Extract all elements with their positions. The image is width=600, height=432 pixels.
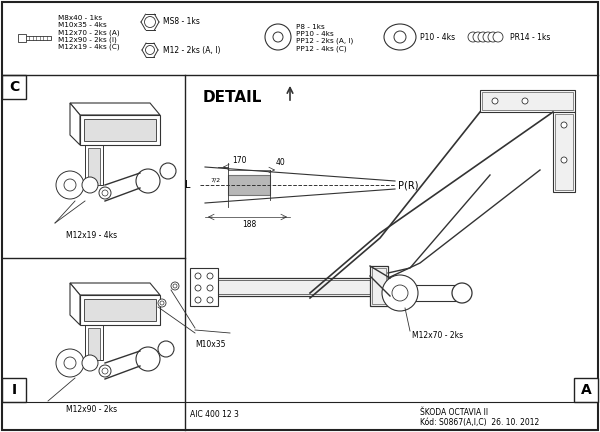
Polygon shape: [80, 295, 160, 325]
Circle shape: [382, 275, 418, 311]
Circle shape: [522, 98, 528, 104]
Circle shape: [488, 32, 498, 42]
Circle shape: [468, 32, 478, 42]
Circle shape: [56, 171, 84, 199]
Circle shape: [102, 190, 108, 196]
Bar: [555, 114, 573, 190]
Circle shape: [207, 297, 213, 303]
Circle shape: [173, 284, 177, 288]
Circle shape: [145, 16, 155, 28]
Circle shape: [394, 31, 406, 43]
Circle shape: [99, 187, 111, 199]
Bar: [18, 34, 26, 42]
Bar: [228, 175, 270, 195]
Polygon shape: [70, 283, 160, 295]
Text: 7/2: 7/2: [210, 177, 220, 182]
Text: DETAIL: DETAIL: [203, 89, 262, 105]
Circle shape: [64, 357, 76, 369]
Text: M12 - 2ks (A, I): M12 - 2ks (A, I): [163, 45, 221, 54]
Circle shape: [160, 301, 164, 305]
Circle shape: [171, 282, 179, 290]
Circle shape: [82, 355, 98, 371]
Text: M10x35: M10x35: [195, 340, 226, 349]
Bar: [85, 145, 103, 185]
Text: PR14 - 1ks: PR14 - 1ks: [510, 32, 550, 41]
Text: C: C: [9, 80, 19, 94]
Text: M12x70 - 2ks: M12x70 - 2ks: [412, 331, 463, 340]
Text: P(R): P(R): [398, 180, 419, 190]
Bar: [217, 280, 388, 294]
Text: ®: ®: [399, 172, 411, 184]
Bar: [2, 378, 26, 402]
Bar: [482, 92, 573, 110]
Polygon shape: [70, 103, 160, 115]
Circle shape: [207, 273, 213, 279]
Ellipse shape: [384, 24, 416, 50]
Text: M8x40 - 1ks
M10x35 - 4ks
M12x70 - 2ks (A)
M12x90 - 2ks (I)
M12x19 - 4ks (C): M8x40 - 1ks M10x35 - 4ks M12x70 - 2ks (A…: [58, 15, 119, 51]
Bar: [2, 75, 26, 99]
Text: 40: 40: [276, 158, 286, 167]
Circle shape: [473, 32, 483, 42]
Circle shape: [561, 157, 567, 163]
Bar: [88, 328, 100, 360]
Bar: [85, 325, 103, 360]
Circle shape: [160, 163, 176, 179]
Circle shape: [483, 32, 493, 42]
Circle shape: [493, 32, 503, 42]
Circle shape: [195, 273, 201, 279]
Polygon shape: [70, 283, 80, 325]
Bar: [372, 268, 386, 304]
Circle shape: [158, 341, 174, 357]
Text: P10 - 4ks: P10 - 4ks: [420, 32, 455, 41]
Bar: [574, 378, 598, 402]
Text: 188: 188: [242, 220, 256, 229]
Circle shape: [478, 32, 488, 42]
Circle shape: [195, 285, 201, 291]
Bar: [190, 268, 218, 306]
Circle shape: [102, 368, 108, 374]
Text: I: I: [11, 383, 17, 397]
Text: bars: bars: [313, 198, 368, 218]
Polygon shape: [80, 115, 160, 145]
Circle shape: [207, 285, 213, 291]
Polygon shape: [84, 299, 156, 321]
Bar: [480, 90, 575, 112]
Text: M12x19 - 4ks: M12x19 - 4ks: [67, 231, 118, 240]
Text: 170: 170: [232, 156, 246, 165]
Text: AIC 400 12 3: AIC 400 12 3: [190, 410, 239, 419]
Circle shape: [64, 179, 76, 191]
Circle shape: [273, 32, 283, 42]
Text: BCcantu: BCcantu: [231, 161, 399, 195]
Circle shape: [136, 347, 160, 371]
Circle shape: [561, 122, 567, 128]
Polygon shape: [84, 119, 156, 141]
Circle shape: [265, 24, 291, 50]
Text: A: A: [581, 383, 592, 397]
Text: ŠKODA OCTAVIA II: ŠKODA OCTAVIA II: [420, 408, 488, 417]
Bar: [215, 278, 390, 296]
Circle shape: [56, 349, 84, 377]
Circle shape: [146, 45, 155, 54]
Bar: [370, 266, 388, 306]
Text: Kód: S0867(A,I,C)  26. 10. 2012: Kód: S0867(A,I,C) 26. 10. 2012: [420, 418, 539, 427]
Polygon shape: [70, 103, 80, 145]
Text: L: L: [185, 180, 191, 190]
Circle shape: [492, 98, 498, 104]
Circle shape: [99, 365, 111, 377]
Bar: [88, 148, 100, 185]
Circle shape: [136, 169, 160, 193]
Text: MS8 - 1ks: MS8 - 1ks: [163, 18, 200, 26]
Circle shape: [158, 299, 166, 307]
Text: P8 - 1ks
PP10 - 4ks
PP12 - 2ks (A, I)
PP12 - 4ks (C): P8 - 1ks PP10 - 4ks PP12 - 2ks (A, I) PP…: [296, 24, 353, 52]
Circle shape: [82, 177, 98, 193]
Bar: [553, 112, 575, 192]
Circle shape: [392, 285, 408, 301]
Circle shape: [195, 297, 201, 303]
Bar: [23, 36, 51, 40]
Text: M12x90 - 2ks: M12x90 - 2ks: [67, 405, 118, 414]
Circle shape: [452, 283, 472, 303]
